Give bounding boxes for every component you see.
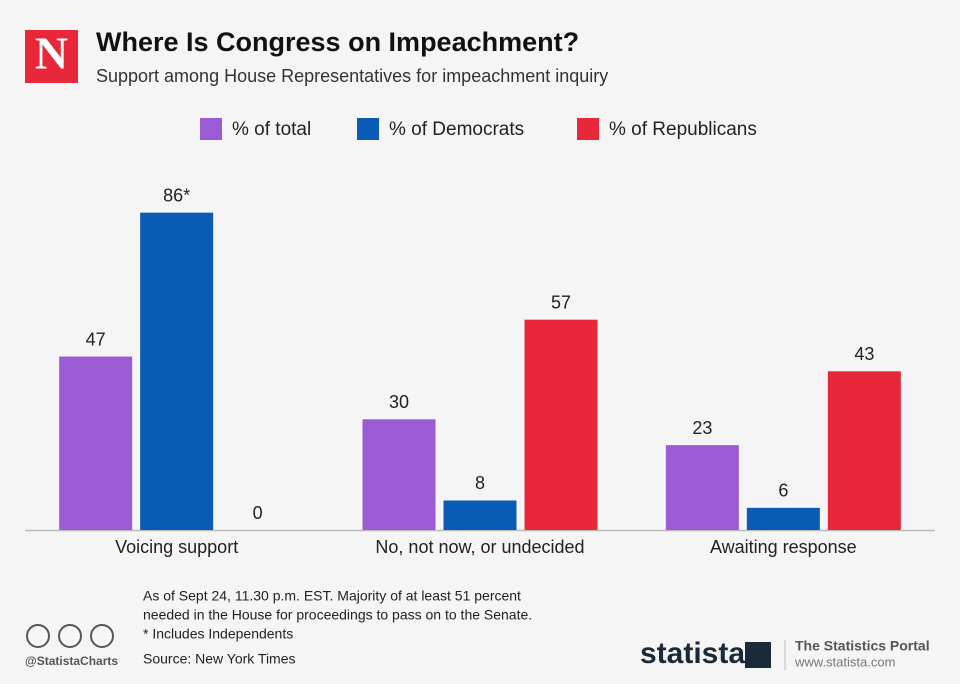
cc-icons: [26, 624, 114, 648]
value-label: 43: [854, 344, 874, 364]
bar: [443, 500, 517, 530]
note: As of Sept 24, 11.30 p.m. EST. Majority …: [143, 588, 521, 604]
bar: [140, 212, 214, 530]
x-tick-label: Awaiting response: [710, 537, 857, 557]
value-label: 8: [475, 473, 485, 493]
legend-swatch: [357, 118, 379, 140]
portal: The Statistics Portal: [795, 638, 930, 654]
value-label: 57: [551, 292, 571, 312]
value-label: 0: [253, 503, 263, 523]
brand-icon: [745, 642, 771, 668]
value-label: 47: [86, 329, 106, 349]
bar: [746, 507, 820, 530]
legend-swatch: [577, 118, 599, 140]
value-label: 23: [692, 418, 712, 438]
legend-label: % of Democrats: [389, 119, 524, 140]
value-label: 30: [389, 392, 409, 412]
handle: @StatistaCharts: [25, 654, 118, 668]
value-label: 86*: [163, 185, 190, 205]
bar: [827, 371, 901, 530]
note: needed in the House for proceedings to p…: [143, 607, 532, 623]
chart-subtitle: Support among House Representatives for …: [96, 66, 608, 86]
source: Source: New York Times: [143, 651, 296, 667]
logo-box: [25, 30, 78, 83]
brand: statista: [640, 637, 745, 670]
bar: [362, 419, 436, 530]
legend-label: % of total: [232, 119, 311, 140]
chart-title: Where Is Congress on Impeachment?: [96, 27, 579, 57]
legend-label: % of Republicans: [609, 119, 757, 140]
value-label: 6: [778, 481, 788, 501]
bar: [59, 356, 133, 530]
bar: [524, 319, 598, 530]
bar: [665, 445, 739, 530]
x-tick-label: No, not now, or undecided: [375, 537, 584, 557]
legend-swatch: [200, 118, 222, 140]
note: * Includes Independents: [143, 626, 293, 642]
url: www.statista.com: [794, 654, 895, 669]
logo: N: [35, 28, 68, 79]
x-tick-label: Voicing support: [115, 537, 238, 557]
